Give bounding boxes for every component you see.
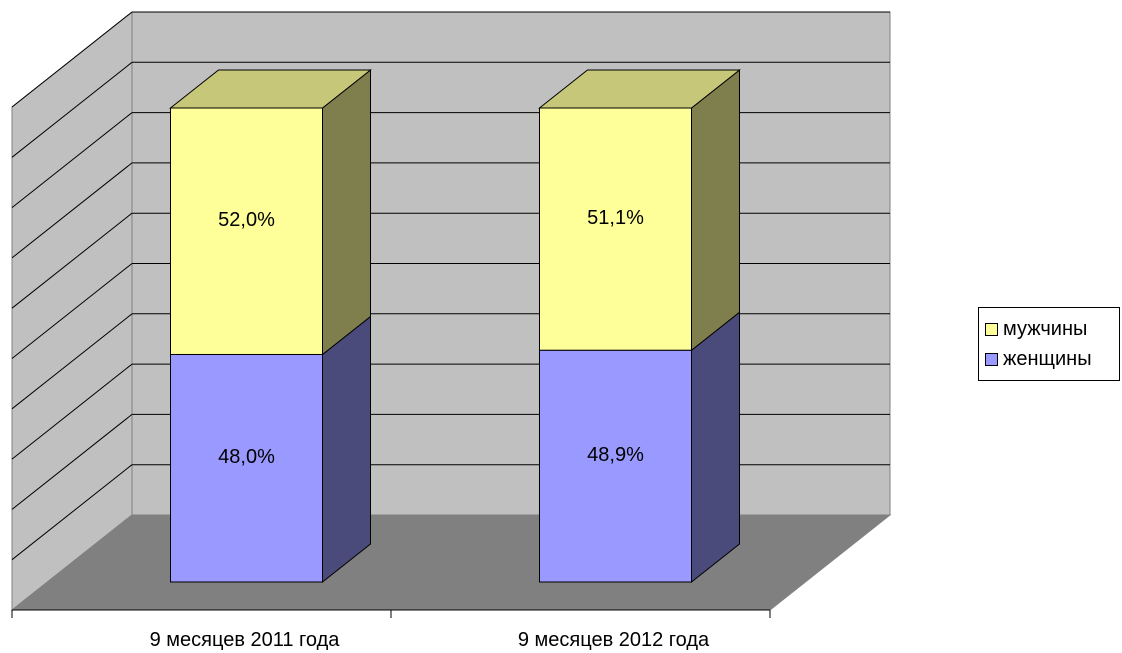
data-label: 52,0% bbox=[218, 209, 275, 231]
category-label: 9 месяцев 2012 года bbox=[518, 629, 710, 651]
bar-1-1 bbox=[539, 107, 692, 351]
bar-0-1 bbox=[539, 349, 692, 583]
legend-swatch-men bbox=[985, 322, 998, 336]
data-label: 48,9% bbox=[587, 444, 644, 466]
bar-1-0 bbox=[170, 107, 323, 355]
data-label: 51,1% bbox=[587, 207, 644, 229]
chart-walls bbox=[10, 10, 892, 618]
gridline-side bbox=[11, 212, 133, 309]
legend-item-women: женщины bbox=[985, 348, 1092, 370]
legend-label-men: мужчины bbox=[1003, 317, 1088, 340]
gridline-side bbox=[11, 11, 133, 108]
gridline-side bbox=[11, 414, 133, 510]
chart-bars bbox=[169, 68, 741, 584]
legend-item-men: мужчины bbox=[985, 318, 1087, 340]
gridline-side bbox=[11, 61, 133, 158]
gridline-side bbox=[11, 162, 133, 259]
gridline-side bbox=[11, 363, 133, 460]
chart-category-labels: 9 месяцев 2011 года 9 месяцев 2012 года bbox=[150, 629, 710, 651]
gridline-side bbox=[11, 464, 133, 561]
bar-0-0 bbox=[170, 353, 323, 583]
bar-top-0 bbox=[169, 69, 372, 109]
data-label: 48,0% bbox=[218, 446, 275, 468]
bar-side-0-1 bbox=[691, 311, 740, 584]
gridline-side bbox=[11, 112, 133, 208]
bar-side-1-0 bbox=[322, 68, 371, 356]
bar-top-1 bbox=[538, 69, 741, 109]
legend-swatch-women bbox=[985, 352, 998, 366]
gridline-side bbox=[11, 313, 133, 410]
category-label: 9 месяцев 2011 года bbox=[150, 629, 341, 651]
bar-side-1-1 bbox=[691, 68, 740, 352]
bar-side-0-0 bbox=[322, 315, 371, 584]
legend-label-women: женщины bbox=[1003, 347, 1092, 370]
chart-data-labels: 48,0% 52,0% 48,9% 51,1% bbox=[218, 207, 644, 468]
gridline-side bbox=[11, 263, 133, 359]
floor bbox=[10, 514, 892, 611]
legend: мужчины женщины bbox=[978, 307, 1120, 381]
